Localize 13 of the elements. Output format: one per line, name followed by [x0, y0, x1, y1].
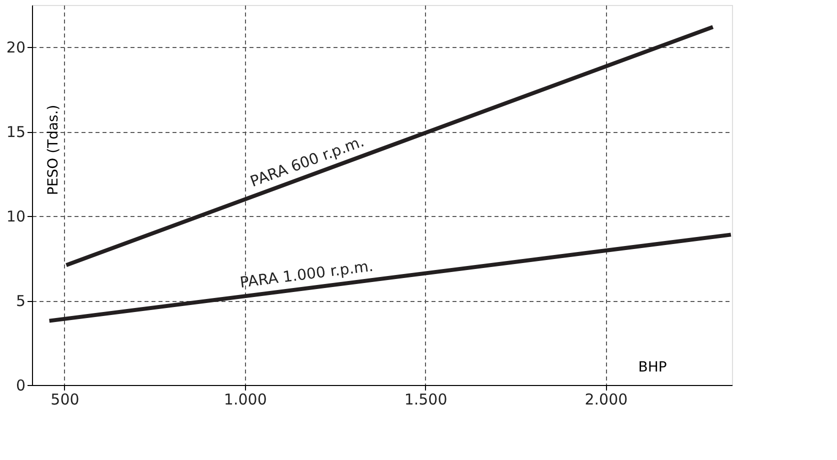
- text: PARA 600 r.p.m.: [248, 132, 366, 191]
- x-tick-label: 1.500: [404, 390, 448, 408]
- x-axis-title: BHP: [638, 360, 667, 376]
- x-tick-label: 2.000: [584, 390, 628, 408]
- y-tick-label: 10: [6, 208, 26, 226]
- y-tick-label: 15: [6, 123, 26, 142]
- x-tick-label: 500: [50, 390, 80, 408]
- y-axis-title: PESO (Tdas.): [46, 104, 62, 196]
- y-tick-label: 0: [16, 376, 26, 394]
- y-tick-label: 5: [16, 292, 26, 310]
- y-tick-label: 20: [6, 38, 26, 57]
- text: PARA 1.000 r.p.m.: [238, 256, 374, 292]
- x-tick-label: 1.000: [224, 390, 267, 408]
